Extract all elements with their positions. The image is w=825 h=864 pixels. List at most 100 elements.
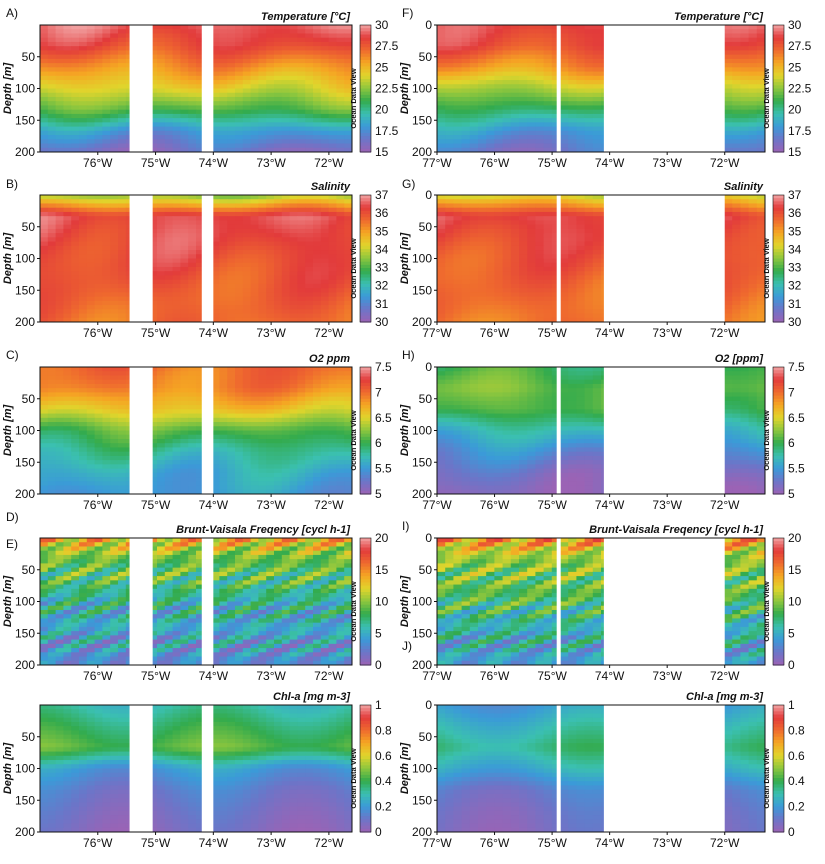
heatmap-cell [102,305,111,310]
heatmap-cell [196,63,205,68]
heatmap-cell [157,250,166,255]
heatmap-cell [469,96,479,102]
colorbar-tick-label: 30 [788,18,802,32]
heatmap-cell [266,250,275,255]
heatmap-cell [748,245,758,251]
heatmap-cell [110,275,119,281]
heatmap-cell [453,228,463,234]
heatmap-cell [320,135,330,140]
heatmap-cell [274,71,283,77]
heatmap-cell [592,228,602,234]
heatmap-cell [305,63,314,68]
heatmap-cell [551,67,561,73]
heatmap-cell [560,271,569,277]
heatmap-cell [242,207,252,213]
heatmap-cell [535,207,545,213]
heatmap-cell [250,250,259,255]
colorbar-cell [360,309,371,314]
heatmap-cell [748,96,758,102]
heatmap-cell [281,75,291,81]
heatmap-cell [289,75,298,81]
heatmap-cell [527,25,536,30]
heatmap-cell [328,216,337,221]
heatmap-cell [149,245,158,251]
heatmap-cell [486,41,495,47]
heatmap-cell [469,207,479,213]
heatmap-cell [110,241,119,247]
heatmap-cell [519,147,528,152]
heatmap-cell [289,67,298,73]
heatmap-cell [305,71,314,77]
heatmap-cell [235,96,244,102]
heatmap-cell [527,105,536,111]
heatmap-cell [527,41,536,47]
heatmap-cell [576,237,586,243]
heatmap-cell [71,258,80,264]
heatmap-cell [584,33,594,39]
colorbar-tick-label: 15 [375,145,389,159]
heatmap-cell [235,224,244,230]
colorbar-cell [360,239,371,244]
heatmap-cell [344,220,352,226]
heatmap-cell [535,92,545,98]
heatmap-cell [188,275,197,281]
heatmap-cell [157,147,166,152]
heatmap-cell [535,147,545,152]
heatmap-cell [172,279,181,285]
heatmap-cell [94,305,103,310]
heatmap-cell [576,67,586,73]
heatmap-cell [320,241,330,247]
heatmap-cell [289,143,298,149]
heatmap-cell [274,207,283,213]
heatmap-cell [266,195,275,200]
heatmap-cell [94,50,103,56]
heatmap-cell [551,92,561,98]
heatmap-cell [453,143,463,149]
heatmap-cell [149,250,158,255]
heatmap-cell [196,29,205,35]
heatmap-cell [486,54,495,60]
heatmap-cell [118,245,127,251]
heatmap-cell [344,211,352,217]
heatmap-cell [535,101,545,107]
heatmap-cell [102,237,111,243]
colorbar-cell [773,34,784,39]
heatmap-cell [445,283,454,289]
heatmap-cell [313,266,322,272]
heatmap-cell [592,199,602,205]
heatmap-cell [502,147,512,152]
heatmap-cell [149,279,158,285]
heatmap-cell [266,258,275,264]
heatmap-cell [289,207,298,213]
heatmap-cell [519,37,528,43]
heatmap-cell [478,250,487,255]
heatmap-cell [172,254,181,260]
heatmap-cell [266,50,275,56]
heatmap-cell [748,233,758,238]
heatmap-cell [157,275,166,281]
heatmap-cell [40,139,49,145]
heatmap-cell [94,80,103,85]
heatmap-cell [102,292,111,298]
heatmap-cell [164,50,174,56]
heatmap-cell [196,143,205,149]
heatmap-cell [551,266,561,272]
heatmap-cell [592,233,602,238]
heatmap-cell [86,245,96,251]
heatmap-cell [478,58,487,64]
heatmap-cell [510,92,520,98]
heatmap-cell [584,233,594,238]
heatmap-cell [86,33,96,39]
heatmap-cell [535,195,545,200]
heatmap-cell [510,71,520,77]
heatmap-cell [445,147,454,152]
heatmap-cell [756,25,765,30]
heatmap-cell [250,67,259,73]
heatmap-cell [320,207,330,213]
heatmap-cell [469,139,479,145]
chart-title: Temperature [°C] [674,11,763,23]
heatmap-cell [320,309,330,315]
heatmap-cell [235,101,244,107]
heatmap-cell [110,109,119,115]
colorbar-cell [360,40,371,45]
